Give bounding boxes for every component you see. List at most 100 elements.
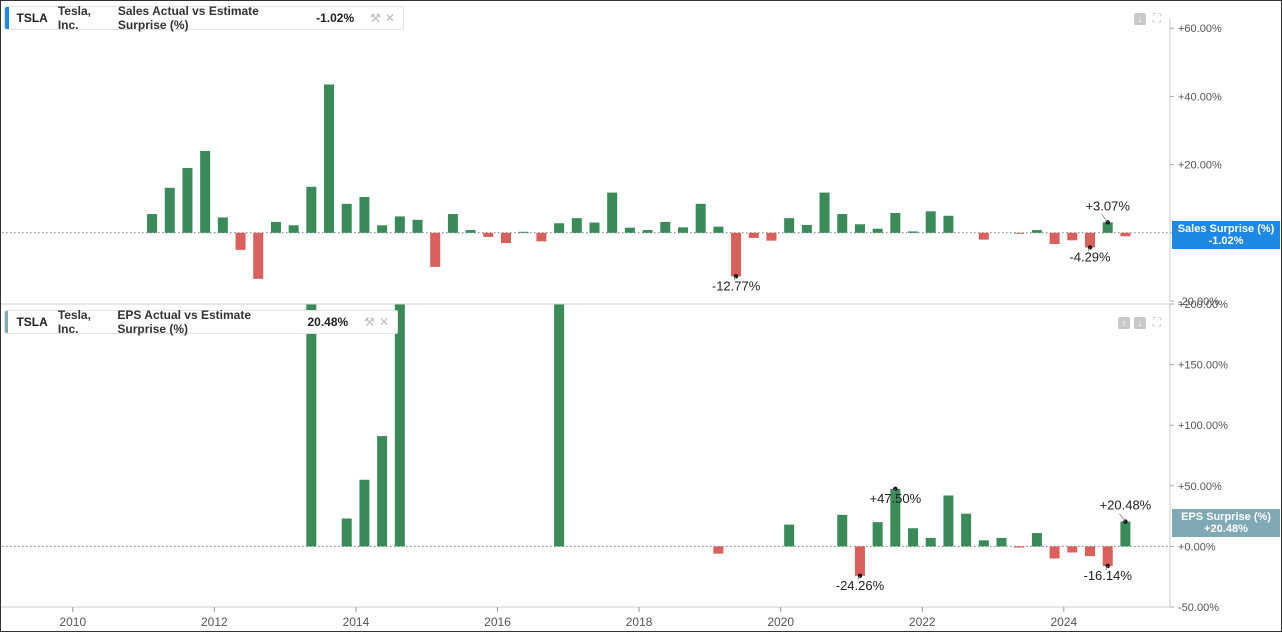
bar	[324, 84, 335, 233]
eps-title: EPS Actual vs Estimate Surprise (%)	[117, 308, 251, 336]
annotation-leader	[1101, 214, 1109, 223]
bar	[961, 513, 972, 547]
bar	[147, 214, 158, 233]
bar	[837, 514, 848, 547]
annotation-label: -24.26%	[836, 578, 885, 593]
expand-icon[interactable]: ⛶	[1152, 11, 1162, 25]
bar	[536, 232, 547, 242]
bar	[377, 436, 388, 547]
bar	[306, 186, 317, 233]
bar	[854, 546, 865, 576]
bar	[1085, 546, 1096, 557]
bar	[394, 304, 405, 547]
bar	[784, 524, 795, 547]
y-tick-label: +60.00%	[1178, 23, 1222, 35]
eps-legend-accent	[5, 311, 9, 333]
y-tick-label: +100.00%	[1178, 420, 1228, 432]
bar	[695, 203, 706, 233]
y-tick-label: +40.00%	[1178, 91, 1222, 103]
bar	[430, 232, 441, 267]
x-tick-label: 2022	[909, 615, 936, 629]
bar	[1014, 546, 1025, 548]
annotation-leader	[1087, 247, 1091, 252]
x-tick-label: 2012	[201, 615, 228, 629]
annotation-label: +3.07%	[1085, 198, 1130, 213]
bars	[306, 304, 1131, 576]
annotation-label: +47.50%	[869, 491, 921, 506]
annotation-label: -12.77%	[712, 278, 761, 293]
eps-current-tag: EPS Surprise (%) +20.48%	[1172, 509, 1280, 537]
bar	[253, 232, 264, 279]
sales-tag-value: -1.02%	[1208, 235, 1244, 247]
bar	[1031, 230, 1042, 233]
bar	[1067, 546, 1078, 553]
bar	[731, 232, 742, 277]
wrench-icon[interactable]: ⚒	[370, 11, 381, 25]
bar	[837, 214, 848, 233]
bar	[1049, 546, 1060, 559]
sales-title: Sales Actual vs Estimate Surprise (%)	[117, 4, 259, 32]
y-tick-label: +20.00%	[1178, 160, 1222, 172]
bar	[447, 214, 458, 233]
bar	[784, 218, 795, 233]
expand-icon[interactable]: ⛶	[1152, 315, 1162, 329]
move-up-icon[interactable]: ↑	[1118, 317, 1130, 329]
close-icon[interactable]: ✕	[378, 315, 389, 329]
annotation-label: -4.29%	[1069, 249, 1111, 264]
bar	[1031, 533, 1042, 547]
bar	[589, 222, 600, 233]
bar	[394, 216, 405, 233]
eps-symbol[interactable]: TSLA	[16, 315, 48, 329]
bar	[978, 540, 989, 547]
sales-symbol[interactable]: TSLA	[16, 11, 48, 25]
bar	[288, 225, 299, 233]
annotation-label: +20.48%	[1100, 498, 1152, 513]
eps-value: 20.48%	[307, 315, 349, 329]
annotation-leader	[892, 488, 896, 494]
bar	[713, 226, 724, 233]
x-tick-label: 2016	[484, 615, 511, 629]
bar	[660, 221, 671, 233]
bar	[412, 219, 423, 233]
bar	[359, 479, 370, 547]
sales-legend: TSLA Tesla, Inc. Sales Actual vs Estimat…	[4, 4, 404, 32]
bar	[359, 197, 370, 233]
y-tick-label: +150.00%	[1178, 360, 1228, 372]
download-icon[interactable]: ↓	[1134, 13, 1146, 25]
wrench-icon[interactable]: ⚒	[364, 315, 375, 329]
bar	[483, 232, 494, 237]
annotation-label: -16.14%	[1083, 568, 1132, 583]
annotation-dot	[1087, 245, 1093, 250]
bar	[164, 187, 175, 233]
download-icon[interactable]: ↓	[1134, 317, 1146, 329]
x-tick-label: 2014	[343, 615, 370, 629]
bar	[1085, 232, 1096, 248]
bar	[766, 232, 777, 241]
eps-tag-label: EPS Surprise (%)	[1181, 511, 1271, 523]
bar	[624, 227, 635, 233]
eps-company: Tesla, Inc.	[57, 308, 91, 336]
bar	[377, 225, 388, 233]
bar	[1102, 546, 1113, 566]
x-tick-label: 2024	[1050, 615, 1077, 629]
bar	[607, 192, 618, 233]
bar	[554, 223, 565, 233]
bar	[908, 528, 919, 547]
eps-legend: TSLA Tesla, Inc. EPS Actual vs Estimate …	[4, 308, 398, 336]
bar	[235, 232, 246, 250]
bar	[465, 230, 476, 233]
bar	[925, 211, 936, 233]
close-icon[interactable]: ✕	[384, 11, 395, 25]
bar	[501, 232, 512, 244]
bar	[908, 231, 919, 233]
bar	[801, 224, 812, 233]
bar	[518, 231, 529, 233]
y-tick-label: +0.00%	[1178, 541, 1216, 553]
sales-company: Tesla, Inc.	[57, 4, 91, 32]
bar	[854, 224, 865, 233]
eps-surprise-panel: -50.00% +0.00% +50.00% +100.00% +150.00% +200…	[2, 299, 1228, 614]
bar	[996, 537, 1007, 547]
bar	[1067, 232, 1078, 241]
sales-legend-accent	[5, 7, 9, 29]
